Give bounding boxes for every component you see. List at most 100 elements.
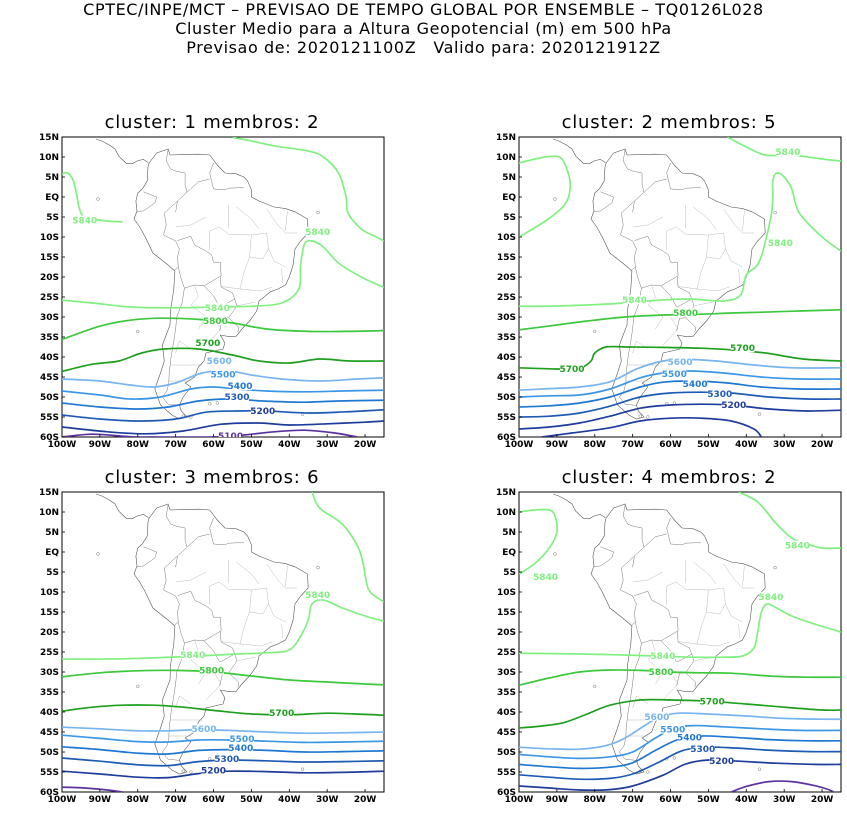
contour-5300 <box>62 757 384 767</box>
island <box>553 552 557 556</box>
state-border <box>678 641 698 645</box>
lat-tick-label: 10S <box>497 233 516 243</box>
contour-5700 <box>519 698 841 729</box>
contour-label: 5800 <box>203 317 228 327</box>
contour-5100 <box>730 780 834 792</box>
lon-tick-label: 40W <box>735 795 758 805</box>
contour-map: 5840 5840 5840 5800 5700 5600 5500540053005200… <box>39 133 385 450</box>
contour-label-bg <box>203 316 228 325</box>
contour-label: 5300 <box>214 755 239 765</box>
contour-5840 <box>62 239 384 309</box>
contour-label-bg <box>721 400 746 409</box>
state-border <box>723 208 754 234</box>
lat-tick-label: 10S <box>40 233 59 243</box>
lat-tick-label: 20S <box>497 273 516 283</box>
state-border <box>285 565 288 587</box>
coastline-central-america <box>96 138 149 165</box>
contour-5100 <box>62 786 123 792</box>
contour-label-bg <box>250 406 275 415</box>
island <box>136 329 140 334</box>
contour-label-bg <box>192 723 217 733</box>
state-border <box>693 302 713 306</box>
panel-title: cluster: 1 membros: 2 <box>104 112 320 133</box>
contour-5840 <box>62 171 123 223</box>
lon-tick-label: 80W <box>584 795 607 805</box>
contour-5840 <box>738 492 841 550</box>
contour-label-bg <box>660 724 685 734</box>
lat-tick-label: 25S <box>497 648 516 658</box>
lat-tick-label: 60S <box>497 433 516 443</box>
state-border <box>662 316 679 346</box>
contour-label-bg <box>709 755 734 765</box>
contour-label: 5840 <box>775 148 800 158</box>
lon-tick-label: 50W <box>697 440 720 450</box>
lat-tick-label: 60S <box>40 433 59 443</box>
lon-tick-label: 70W <box>621 440 644 450</box>
state-border <box>666 226 677 250</box>
lon-tick-label: 60W <box>202 795 225 805</box>
lat-tick-label: 35S <box>40 333 59 343</box>
lon-tick-label: 100W <box>48 440 77 450</box>
state-border <box>249 587 269 615</box>
lon-tick-label: 100W <box>48 795 77 805</box>
island <box>773 565 777 570</box>
contour-label-bg <box>707 389 732 399</box>
lat-tick-label: 15N <box>39 488 59 498</box>
country-border <box>165 504 188 568</box>
contour-label: 5200 <box>201 766 226 776</box>
contour-label-bg <box>207 356 232 365</box>
country-border <box>620 555 637 626</box>
country-border <box>593 191 615 212</box>
country-border <box>643 533 667 548</box>
contour-label: 5800 <box>673 309 698 319</box>
contour-label: 5300 <box>690 745 715 755</box>
contour-label-bg <box>195 338 220 347</box>
contour-label-bg <box>72 215 97 225</box>
lon-tick-label: 30W <box>316 440 339 450</box>
coastline <box>590 148 766 420</box>
lon-tick-label: 20W <box>811 440 834 450</box>
lon-tick-label: 30W <box>773 795 796 805</box>
contour-label: 5300 <box>707 390 732 400</box>
country-border <box>622 504 645 568</box>
state-border <box>205 671 222 701</box>
lon-tick-label: 30W <box>316 795 339 805</box>
country-border <box>163 555 180 626</box>
state-border <box>249 232 269 260</box>
state-border <box>266 563 297 589</box>
state-border <box>236 302 256 306</box>
lon-tick-label: 50W <box>240 440 263 450</box>
lat-tick-label: 40S <box>497 708 516 718</box>
lon-tick-label: 60W <box>659 440 682 450</box>
contour-5500 <box>62 734 384 744</box>
lat-tick-label: 30S <box>40 313 59 323</box>
contour-label-bg <box>683 378 708 388</box>
lon-tick-label: 50W <box>697 795 720 805</box>
contour-5840 <box>519 155 572 238</box>
island <box>672 756 676 760</box>
state-border <box>632 571 664 583</box>
contour-label-bg <box>211 369 235 379</box>
country-border <box>203 631 236 662</box>
lat-tick-label: 35S <box>497 333 516 343</box>
island <box>189 770 193 774</box>
country-border <box>163 200 180 271</box>
contour-label-bg <box>269 708 294 718</box>
contour-map: 5840 5840 5840 5840 5800 5700 5600 550054005300… <box>496 488 842 805</box>
lat-tick-label: 50S <box>497 393 516 403</box>
contour-label: 5500 <box>210 371 235 381</box>
contour-label: 5840 <box>533 573 558 583</box>
state-border <box>723 563 754 589</box>
state-border <box>632 695 648 709</box>
contour-label-bg <box>775 147 800 157</box>
state-border <box>236 657 256 661</box>
country-border <box>666 162 701 191</box>
state-border <box>281 268 283 284</box>
country-border <box>203 276 236 307</box>
lat-tick-label: 25S <box>40 648 59 658</box>
contour-label-bg <box>229 733 254 743</box>
lat-tick-label: 5N <box>45 173 59 183</box>
contour-label-bg <box>690 743 715 753</box>
contour-label-bg <box>644 711 669 721</box>
state-border <box>219 226 252 236</box>
